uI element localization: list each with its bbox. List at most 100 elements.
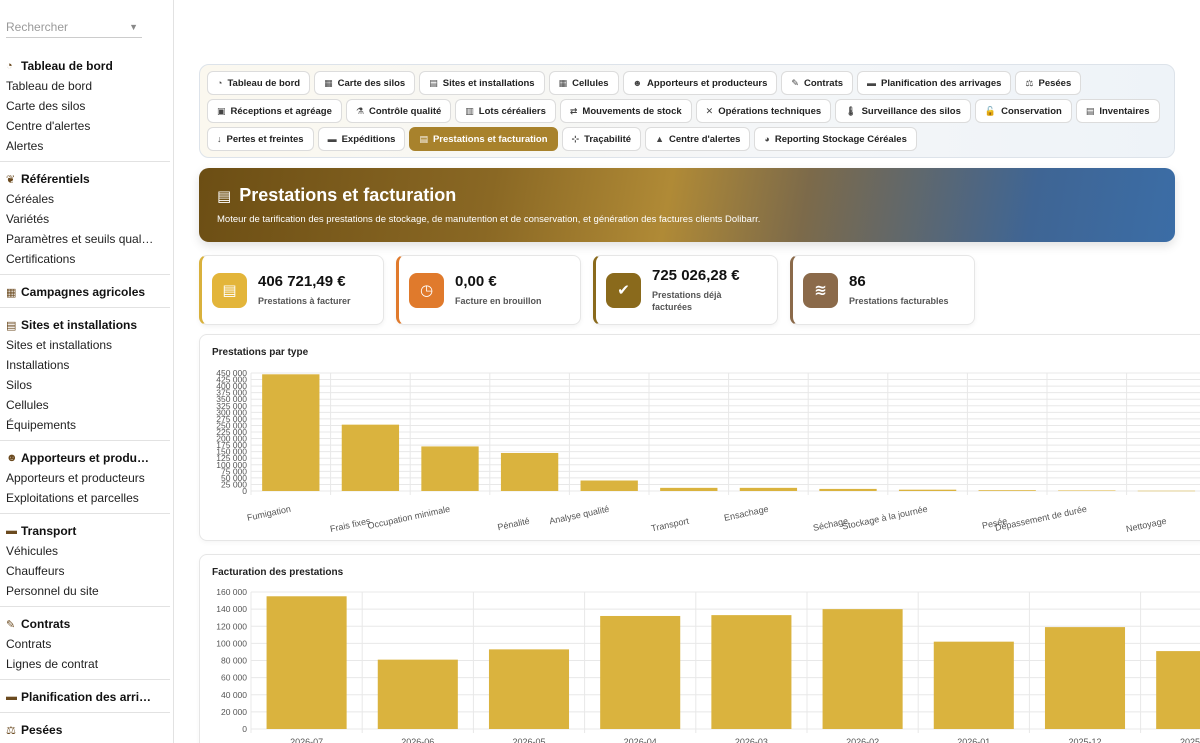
sidebar-item[interactable]: Personnel du site <box>6 584 99 598</box>
tab-scale[interactable]: ⚖ Pesées <box>1015 71 1082 95</box>
sidebar-section-header[interactable]: ⚖ Pesées <box>0 720 170 740</box>
scale-icon: ⚖ <box>1025 77 1034 88</box>
bar[interactable] <box>266 596 347 729</box>
tab-clipboard-check[interactable]: ▣ Réceptions et agréage <box>207 99 342 123</box>
sidebar-item[interactable]: Cellules <box>6 398 49 412</box>
sidebar-item[interactable]: Centre d'alertes <box>6 119 91 133</box>
tab-label: Expéditions <box>341 133 396 145</box>
x-tick-label: 2026-01 <box>957 737 990 743</box>
tab-lock[interactable]: 🔓 Conservation <box>974 99 1072 123</box>
tab-arrow-down[interactable]: ↓ Pertes et freintes <box>207 127 314 151</box>
kpi-card[interactable]: ✔ 725 026,28 € Prestations déjà facturées <box>593 255 778 325</box>
bar[interactable] <box>488 649 570 729</box>
kpi-card[interactable]: ◷ 0,00 € Facture en brouillon <box>396 255 581 325</box>
sidebar-section-header[interactable]: ✎ Contrats <box>0 614 170 634</box>
sidebar-item[interactable]: Équipements <box>6 418 77 432</box>
bar[interactable] <box>1156 651 1200 729</box>
sidebar-section-header[interactable]: ▬ Transport <box>0 521 170 541</box>
bar[interactable] <box>1137 490 1196 492</box>
main-content: ◔ Tableau de bord ▦ Carte des silos ▤ Sites e… <box>174 0 1200 743</box>
kpi-card[interactable]: ▤ 406 721,49 € Prestations à facturer <box>199 255 384 325</box>
bar[interactable] <box>819 488 877 491</box>
calendar-icon: ▦ <box>6 286 17 299</box>
y-tick-label: 25 000 <box>221 479 247 489</box>
bar[interactable] <box>739 487 798 491</box>
bar[interactable] <box>600 615 681 729</box>
sidebar-item[interactable]: Installations <box>6 358 70 372</box>
sidebar-item[interactable]: Tableau de bord <box>6 79 93 93</box>
bar[interactable] <box>822 609 903 729</box>
tab-bell[interactable]: ▲ Centre d'alertes <box>645 127 751 151</box>
tab-label: Opérations techniques <box>718 105 822 117</box>
bar[interactable] <box>660 487 718 491</box>
sidebar-item[interactable]: Paramètres et seuils qual… <box>6 232 154 246</box>
y-tick-label: 275 000 <box>216 414 247 424</box>
lock-icon: 🔓 <box>984 105 997 116</box>
sidebar-item[interactable]: Lignes de contrat <box>6 657 99 671</box>
sidebar-section-header[interactable]: ▦ Campagnes agricoles <box>0 282 170 302</box>
kpi-card[interactable]: ≋ 86 Prestations facturables <box>790 255 975 325</box>
bar[interactable] <box>421 446 479 491</box>
tab-thermometer[interactable]: 🌡 Surveillance des silos <box>835 99 971 123</box>
search-input[interactable]: Rechercher ▼ <box>6 16 142 38</box>
tab-warehouse[interactable]: ▤ Sites et installations <box>419 71 545 95</box>
tab-pie-chart[interactable]: ◕ Reporting Stockage Céréales <box>754 127 917 151</box>
tab-arrows[interactable]: ⇄ Mouvements de stock <box>559 99 692 123</box>
sidebar-section-header[interactable]: ▤ Sites et installations <box>0 315 170 335</box>
kpi-text: 725 026,28 € Prestations déjà facturées <box>652 267 742 313</box>
sidebar-section-header[interactable]: ◔ Tableau de bord <box>0 56 170 76</box>
tab-truck[interactable]: ▬ Expéditions <box>317 127 406 151</box>
tab-invoice[interactable]: ▤ Prestations et facturation <box>409 127 558 151</box>
sidebar-item[interactable]: Contrats <box>6 637 52 651</box>
tab-label: Planification des arrivages <box>881 77 1002 89</box>
sidebar-item[interactable]: Variétés <box>6 212 50 226</box>
tab-box[interactable]: ▥ Lots céréaliers <box>455 99 556 123</box>
tab-flask[interactable]: ⚗ Contrôle qualité <box>345 99 452 123</box>
bar[interactable] <box>262 374 320 491</box>
dashboard-icon: ◔ <box>217 78 223 88</box>
sidebar-item[interactable]: Sites et installations <box>6 338 113 352</box>
sidebar-item[interactable]: Silos <box>6 378 33 392</box>
bar[interactable] <box>377 659 458 729</box>
sidebar-item[interactable]: Exploitations et parcelles <box>6 491 139 505</box>
sidebar-section-header[interactable]: ❦ Référentiels <box>0 169 170 189</box>
bar[interactable] <box>580 480 638 491</box>
tab-cells[interactable]: ▦ Cellules <box>548 71 619 95</box>
bar[interactable] <box>1044 627 1126 729</box>
bar[interactable] <box>1058 490 1116 491</box>
tab-contract[interactable]: ✎ Contrats <box>781 71 854 95</box>
tab-dashboard[interactable]: ◔ Tableau de bord <box>207 71 311 95</box>
bar[interactable] <box>341 424 400 491</box>
bar[interactable] <box>898 489 957 491</box>
bar[interactable] <box>500 452 559 491</box>
contract-icon: ✎ <box>791 77 799 88</box>
tab-network[interactable]: ⊹ Traçabilité <box>561 127 642 151</box>
tab-label: Pertes et freintes <box>226 133 304 145</box>
tab-label: Apporteurs et producteurs <box>647 77 768 89</box>
sidebar-item[interactable]: Véhicules <box>6 544 59 558</box>
y-tick-label: 150 000 <box>216 447 247 457</box>
sidebar-item[interactable]: Certifications <box>6 252 76 266</box>
sidebar-item[interactable]: Apporteurs et producteurs <box>6 471 145 485</box>
tab-truck-ramp[interactable]: ▬ Planification des arrivages <box>857 71 1012 95</box>
sidebar-item[interactable]: Alertes <box>6 139 44 153</box>
tab-grid[interactable]: ▦ Carte des silos <box>314 71 416 95</box>
y-tick-label: 250 000 <box>216 420 247 430</box>
chevron-down-icon[interactable]: ▼ <box>129 22 138 32</box>
tab-users[interactable]: ☻ Apporteurs et producteurs <box>622 71 778 95</box>
tab-tools[interactable]: ✕ Opérations techniques <box>695 99 832 123</box>
sidebar-section: ❦ Référentiels Céréales Variétés Paramètres … <box>0 167 170 275</box>
sidebar-section-header[interactable]: ☻ Apporteurs et produ… <box>0 448 170 468</box>
x-tick-label: Transport <box>650 516 690 534</box>
bar[interactable] <box>711 615 792 729</box>
sidebar-section-header[interactable]: ▬ Planification des arri… <box>0 687 170 707</box>
sidebar-item[interactable]: Carte des silos <box>6 99 86 113</box>
bar[interactable] <box>978 490 1036 491</box>
kpi-text: 86 Prestations facturables <box>849 273 949 307</box>
y-tick-label: 300 000 <box>216 407 247 417</box>
tab-inventory[interactable]: ▤ Inventaires <box>1075 99 1160 123</box>
sidebar-item[interactable]: Chauffeurs <box>6 564 65 578</box>
bar[interactable] <box>933 641 1014 729</box>
sidebar-item[interactable]: Céréales <box>6 192 55 206</box>
